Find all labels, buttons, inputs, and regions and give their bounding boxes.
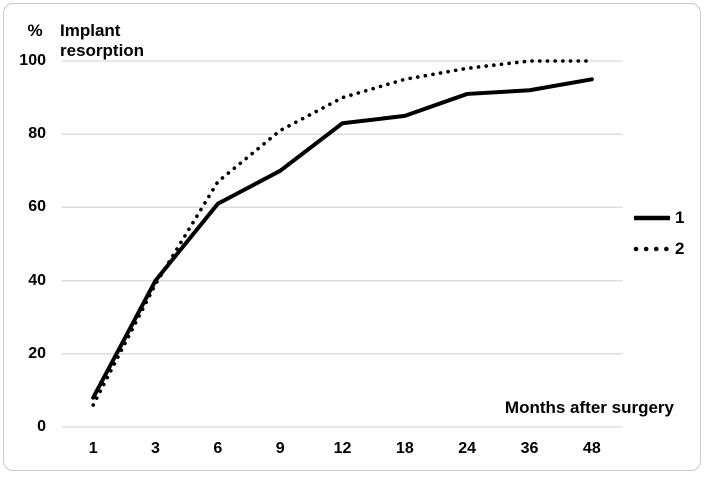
solid-line-sample-icon (634, 215, 670, 221)
y-tick-label: 60 (28, 198, 46, 216)
legend-item-series-2: 2 (633, 237, 684, 261)
x-tick-label: 1 (88, 440, 98, 457)
x-tick-label: 9 (275, 440, 285, 457)
chart-title-line2: resorption (60, 41, 145, 60)
x-tick-label: 24 (458, 440, 477, 457)
x-tick-label: 36 (520, 440, 539, 457)
y-axis-unit-label: % (27, 21, 43, 40)
legend-label-series-2: 2 (675, 239, 685, 258)
y-tick-label: 80 (28, 125, 46, 143)
series-line-1 (91, 77, 594, 400)
series-line-2 (91, 59, 594, 407)
dotted-line-sample-icon (633, 246, 671, 252)
x-axis-title: Months after surgery (504, 398, 674, 417)
x-tick-label: 12 (333, 440, 352, 457)
y-tick-label: 0 (37, 418, 46, 435)
chart-title-line1: Implant (60, 21, 121, 40)
legend-label-series-1: 1 (675, 208, 685, 227)
y-tick-label: 40 (28, 271, 46, 289)
x-tick-label: 18 (395, 440, 414, 457)
chart-border (3, 3, 701, 471)
y-tick-label: 100 (19, 52, 46, 69)
x-tick-label: 6 (213, 440, 223, 457)
legend: 1 2 (633, 206, 684, 261)
x-tick-label: 3 (151, 440, 160, 457)
legend-item-series-1: 1 (633, 206, 684, 230)
x-tick-label: 48 (582, 440, 601, 457)
y-tick-label: 20 (28, 344, 46, 362)
